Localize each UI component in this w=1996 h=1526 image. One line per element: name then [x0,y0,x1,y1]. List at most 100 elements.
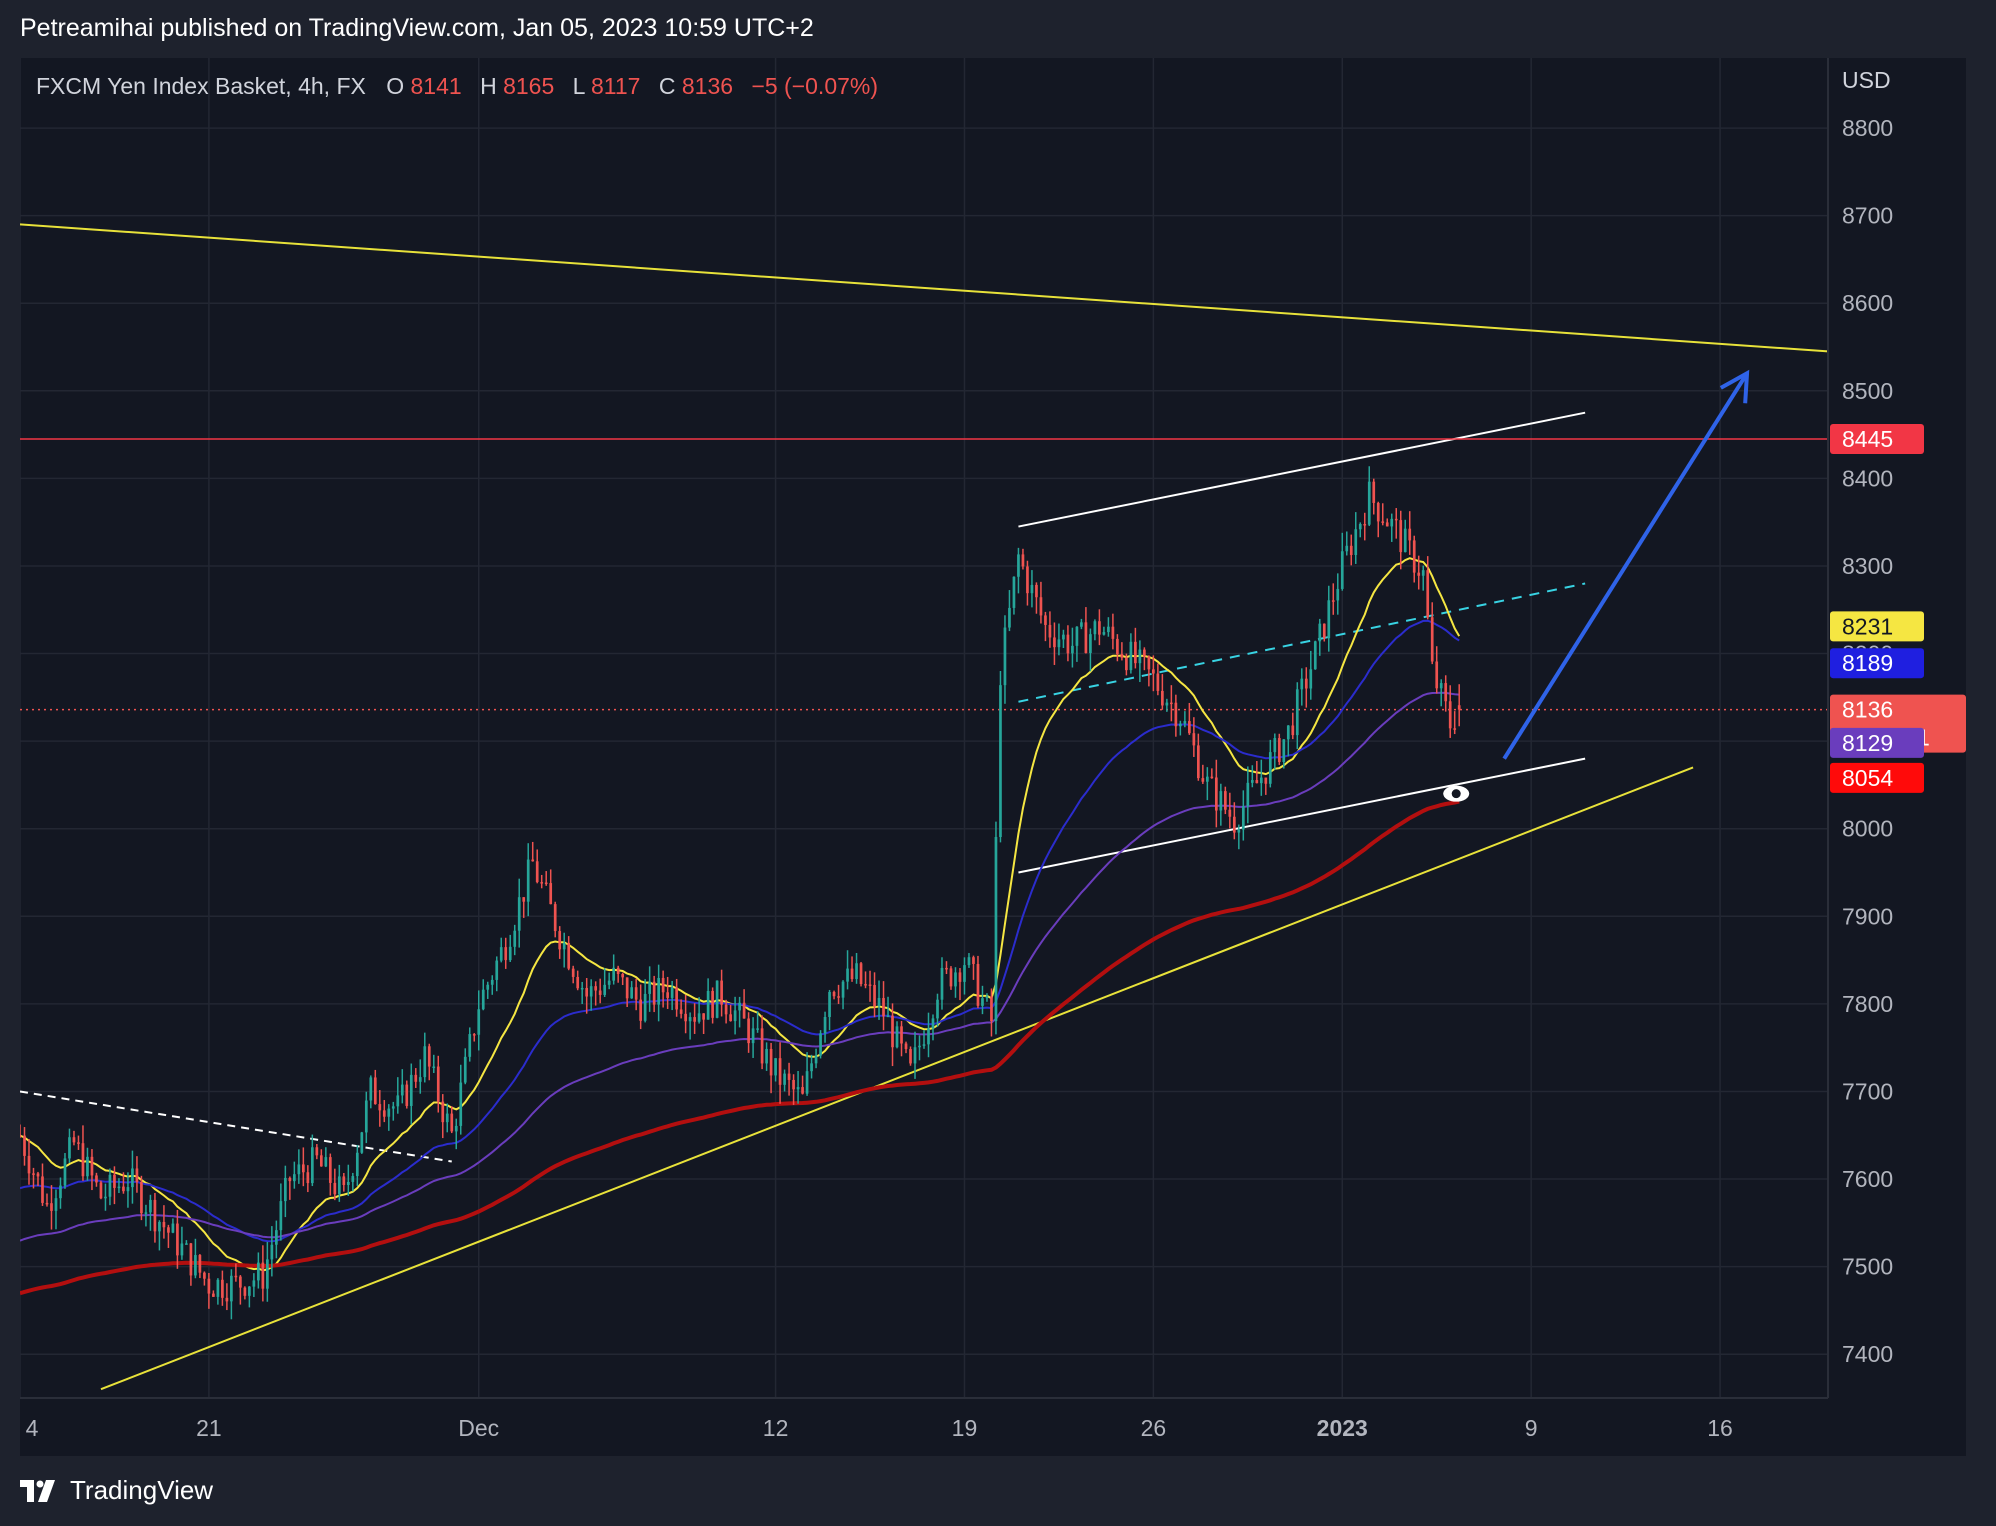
candle [1390,513,1394,542]
candle [315,1144,319,1160]
candle [382,1100,386,1123]
candle-body [828,991,831,1017]
candle-body [1170,702,1173,705]
candle-body [1147,656,1151,670]
resistance-price-tag-text: 8445 [1842,426,1893,452]
candle [1336,573,1340,615]
candle-body [558,931,562,950]
candle [1340,532,1344,591]
candle-body [994,837,998,1022]
candle [1286,725,1290,757]
candle [652,975,656,1013]
resistance-price-tag: 8445 [1830,423,1924,454]
candle [625,977,629,1007]
candle [18,1124,22,1138]
candle [720,969,723,1017]
candle-body [1237,829,1241,833]
candle-body [585,987,589,997]
candle [32,1167,35,1189]
candle-body [328,1157,332,1183]
candle [1345,531,1349,556]
candle-body [972,957,975,964]
candle [63,1153,67,1189]
candle [1147,655,1151,687]
candle-body [1080,622,1083,627]
candle [486,981,490,999]
candle [158,1220,161,1251]
candle [54,1189,58,1230]
candle [364,1091,368,1144]
candle [769,1042,773,1094]
candle-body [495,960,499,980]
candle [778,1042,782,1104]
candle [936,993,939,1027]
candle-body [301,1164,305,1173]
candle [1381,503,1385,526]
candle [1111,613,1115,650]
price-chart[interactable]: USD7400750076007700780079008000810082008… [18,58,1966,1456]
legend-close-label: C [659,73,676,99]
candle-body [126,1187,130,1192]
candle [1089,628,1092,672]
candle-body [409,1074,413,1106]
candle [1044,611,1047,642]
candle [688,1012,692,1040]
candle-body [580,987,584,990]
candle-body [756,1028,759,1030]
candle [963,957,966,995]
candle-body [1161,690,1164,706]
candle [567,936,571,971]
candle-body [144,1212,148,1214]
candle [598,978,602,1004]
candle-body [652,981,656,1005]
eye-icon-pupil [1451,789,1461,799]
candle [77,1135,80,1150]
y-tick-label: 7400 [1842,1341,1893,1367]
candle [585,978,589,1014]
candle [1107,617,1110,637]
candle-body [1196,745,1200,779]
candle [882,981,885,1031]
candle [1192,717,1196,757]
candle-body [846,968,849,982]
candle [423,1032,427,1083]
candle [499,937,503,963]
candle-body [567,942,571,969]
legend-open-label: O [386,73,404,99]
candle [360,1131,364,1154]
candle [1075,626,1079,662]
candle-body [742,1002,746,1019]
candle-body [68,1137,71,1159]
candle [1246,766,1250,824]
candle-body [32,1173,35,1175]
candle [711,987,714,1024]
candle-body [841,981,845,998]
candle [270,1226,274,1277]
candle [167,1224,170,1248]
candle-body [423,1046,427,1078]
candle-body [454,1125,458,1132]
candle [904,1041,908,1054]
candle [1003,615,1007,704]
candle-body [1313,641,1317,670]
candle [450,1106,454,1134]
candle [310,1134,314,1187]
candle [1152,655,1155,692]
chart-frame[interactable]: USD7400750076007700780079008000810082008… [18,58,1966,1456]
candle-body [517,897,521,931]
candle-body [1188,721,1191,734]
candle [999,671,1002,843]
candle-body [1098,621,1101,635]
eye-icon [1443,785,1470,802]
candle-body [346,1181,350,1185]
candle-body [981,998,984,1006]
candle [225,1283,229,1311]
candle-body [1003,627,1007,686]
candle [517,878,521,948]
candle [306,1165,310,1193]
candle [630,981,634,999]
candle-body [697,1013,701,1022]
candle-body [900,1026,903,1044]
candle-body [306,1172,310,1184]
candle [301,1147,305,1187]
